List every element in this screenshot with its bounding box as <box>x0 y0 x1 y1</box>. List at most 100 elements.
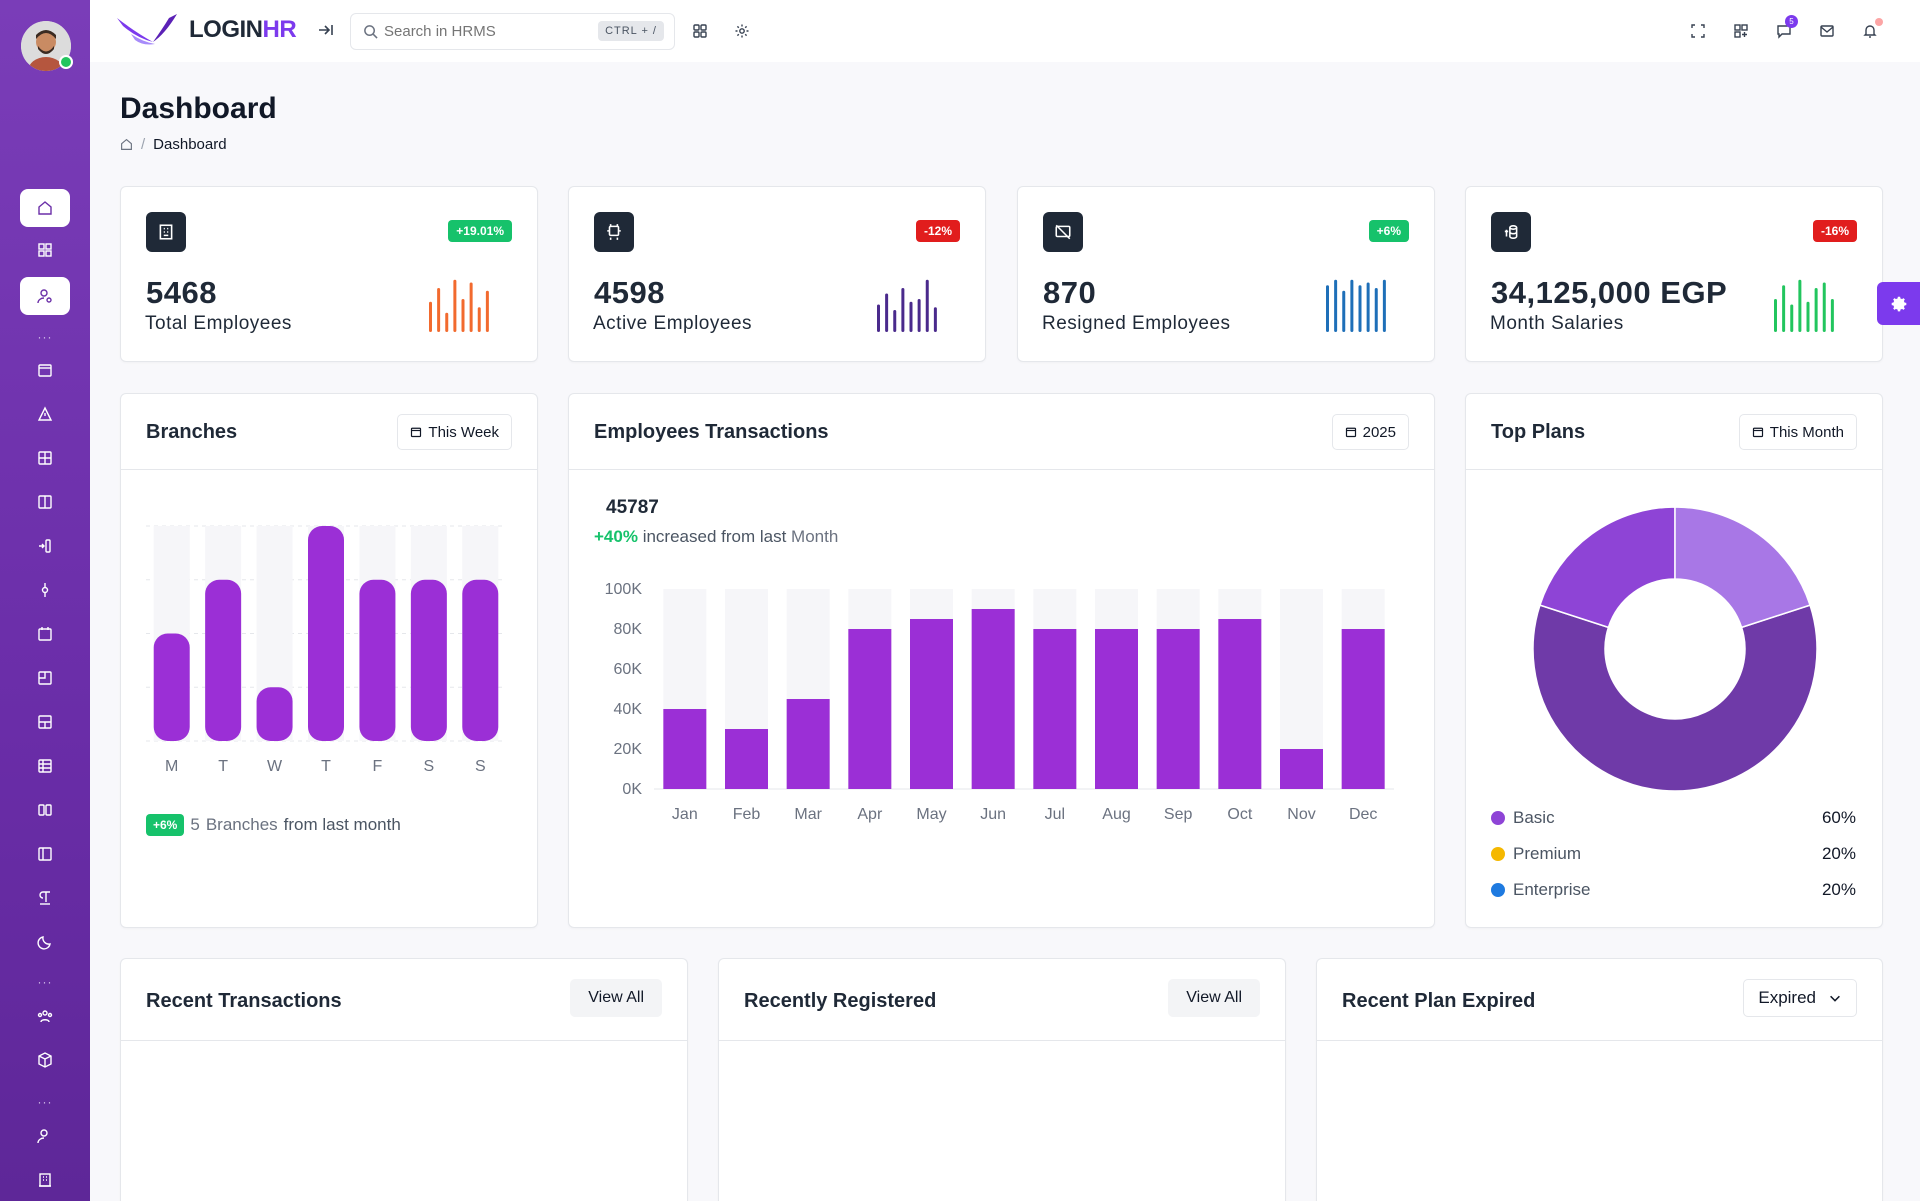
text-direction-icon <box>39 891 50 905</box>
filter-label: This Month <box>1769 423 1844 441</box>
sparkline-bar <box>461 299 465 332</box>
filter-label: 2025 <box>1362 423 1396 441</box>
bar[interactable] <box>663 709 707 789</box>
sparkline-bar <box>1374 288 1378 332</box>
recent-transactions-card: Recent Transactions View All <box>120 958 688 1201</box>
search-bar[interactable]: CTRL + / <box>350 13 675 50</box>
legend-name: Premium <box>1513 844 1582 863</box>
sidebar-item-schedule[interactable] <box>20 615 70 653</box>
user-avatar[interactable] <box>21 21 73 85</box>
pie-slice[interactable] <box>1532 604 1818 792</box>
sidebar-item-layout[interactable] <box>20 483 70 521</box>
plans-filter-button[interactable]: This Month <box>1738 414 1857 450</box>
bar[interactable] <box>1341 629 1385 789</box>
bar[interactable] <box>462 579 499 741</box>
pie-slice[interactable] <box>1539 506 1676 629</box>
sidebar-item-grid[interactable] <box>20 703 70 741</box>
bar[interactable] <box>410 579 447 741</box>
bar[interactable] <box>1280 749 1323 789</box>
branches-filter-button[interactable]: This Week <box>397 414 512 450</box>
page-title: Dashboard <box>120 92 277 125</box>
bar[interactable] <box>1218 619 1262 789</box>
bar[interactable] <box>308 526 344 741</box>
legend-item-premium: Premium 20% <box>1491 844 1856 864</box>
sparkline-bar <box>1366 282 1370 332</box>
pie-slice[interactable] <box>1674 506 1811 629</box>
home-icon[interactable] <box>120 138 133 151</box>
search-input[interactable] <box>384 23 584 40</box>
apps-button[interactable] <box>690 21 710 41</box>
transactions-year-button[interactable]: 2025 <box>1331 414 1409 450</box>
bar[interactable] <box>359 579 396 741</box>
x-tick-label: Jan <box>672 806 698 823</box>
notifications-button[interactable] <box>1860 18 1883 41</box>
sidebar-item-commit[interactable] <box>20 571 70 609</box>
sidebar-item-sidebar[interactable] <box>20 835 70 873</box>
sidebar-item-spreadsheet[interactable] <box>20 747 70 785</box>
legend-percent: 20% <box>1821 844 1856 863</box>
y-tick-label: 60K <box>614 661 643 678</box>
sidebar-item-team[interactable] <box>20 997 70 1035</box>
bar[interactable] <box>1033 629 1077 789</box>
sidebar-item-theme[interactable] <box>20 923 70 961</box>
sidebar-toggle-button[interactable] <box>316 20 336 40</box>
bar[interactable] <box>725 729 768 789</box>
apps-icon <box>38 243 52 257</box>
sidebar-item-company[interactable] <box>20 1161 70 1199</box>
fullscreen-button[interactable] <box>1688 21 1708 41</box>
sidebar-item-users[interactable] <box>20 277 70 315</box>
sparkline-bar <box>1358 285 1362 332</box>
view-all-transactions-button[interactable]: View All <box>570 979 662 1017</box>
view-all-registered-button[interactable]: View All <box>1168 979 1260 1017</box>
x-tick-label: Feb <box>733 806 761 823</box>
widgets-button[interactable] <box>1731 21 1751 41</box>
legend-item-enterprise: Enterprise 20% <box>1491 880 1856 900</box>
change-badge: +6% <box>146 814 185 836</box>
sparkline-bar <box>1798 279 1802 332</box>
spreadsheet-icon <box>38 759 52 773</box>
sidebar-item-alerts[interactable] <box>20 395 70 433</box>
bell-icon <box>1863 25 1877 38</box>
table-icon <box>38 451 52 465</box>
stat-label: Resigned Employees <box>1042 313 1231 334</box>
sidebar-item-reports[interactable] <box>20 659 70 697</box>
x-tick-label: Jul <box>1045 806 1065 823</box>
breadcrumb-current: Dashboard <box>153 136 227 153</box>
bar[interactable] <box>256 687 293 741</box>
stat-label: Active Employees <box>593 313 753 334</box>
sidebar-item-dashboard[interactable] <box>20 189 70 227</box>
bar[interactable] <box>1156 629 1200 789</box>
bar[interactable] <box>153 633 190 742</box>
home-icon <box>38 201 52 215</box>
bar[interactable] <box>848 629 892 789</box>
theme-settings-button[interactable] <box>1877 282 1920 325</box>
commit-icon <box>41 583 49 597</box>
bar[interactable] <box>786 699 830 789</box>
x-tick-label: F <box>373 758 383 775</box>
sidebar-item-transfer[interactable] <box>20 527 70 565</box>
x-tick-label: Nov <box>1287 806 1315 823</box>
sidebar-item-apps[interactable] <box>20 231 70 269</box>
sidebar-item-packages[interactable] <box>20 1041 70 1079</box>
bar[interactable] <box>205 579 242 741</box>
bar[interactable] <box>1095 629 1138 789</box>
sidebar-item-numbers[interactable] <box>20 791 70 829</box>
settings-button[interactable] <box>732 21 752 41</box>
sidebar-item-profile[interactable] <box>20 1117 70 1155</box>
stat-icon <box>146 212 186 252</box>
expired-filter-select[interactable]: Expired <box>1743 979 1857 1017</box>
bar[interactable] <box>910 619 953 789</box>
messages-button[interactable]: 5 <box>1774 15 1798 41</box>
mail-button[interactable] <box>1817 21 1837 41</box>
sidebar-item-text[interactable] <box>20 879 70 917</box>
legend-dot <box>1491 847 1505 861</box>
sparkline-bar <box>429 301 432 332</box>
device-icon <box>607 224 621 240</box>
logo[interactable]: LOGINHR <box>115 12 297 48</box>
bar[interactable] <box>971 609 1015 789</box>
numbers-icon <box>38 804 52 816</box>
sparkline-bar <box>1814 288 1818 332</box>
card-title: Top Plans <box>1491 421 1586 443</box>
sidebar-item-calendar[interactable] <box>20 351 70 389</box>
sidebar-item-tables[interactable] <box>20 439 70 477</box>
